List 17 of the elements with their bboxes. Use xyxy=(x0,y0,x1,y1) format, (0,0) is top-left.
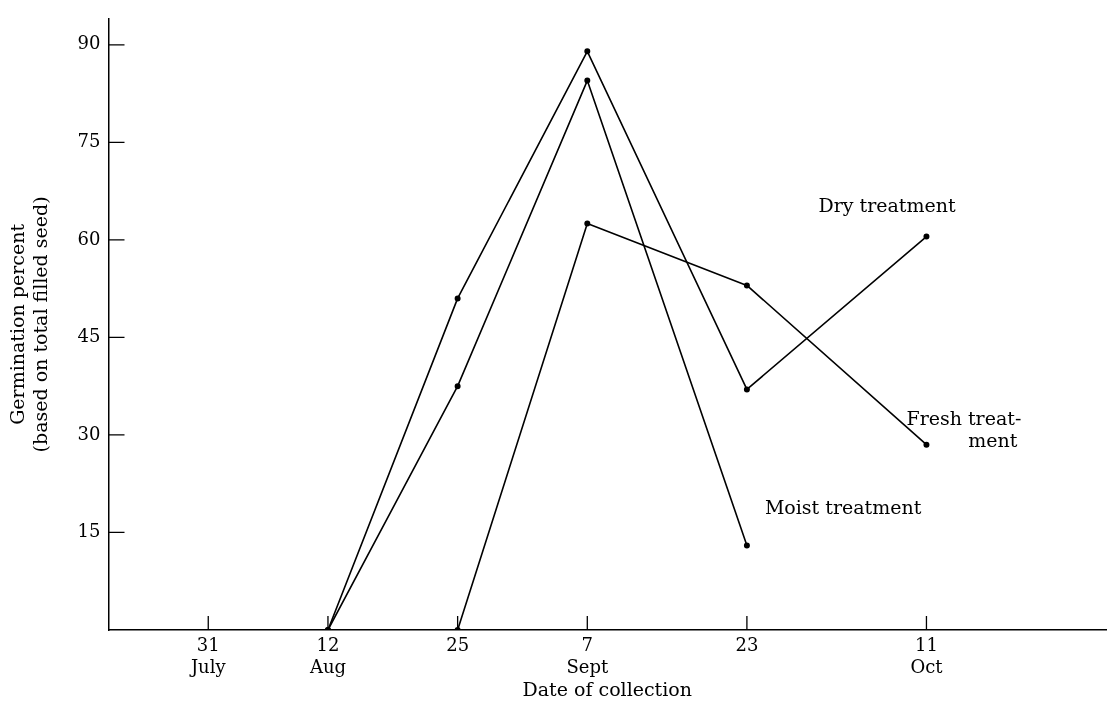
x-tick-label: 25 xyxy=(446,634,470,656)
x-tick-label: 31 July xyxy=(188,634,227,678)
x-tick-label: 23 xyxy=(735,634,759,656)
series-label: Moist treatment xyxy=(764,496,922,519)
y-tick-label: 15 xyxy=(77,520,101,542)
y-tick-label: 30 xyxy=(77,422,101,444)
x-axis-title: Date of collection xyxy=(522,677,692,700)
y-tick-label: 45 xyxy=(77,325,101,347)
y-axis-title: Germination percent (based on total filled seed) xyxy=(6,196,52,453)
series-label: Fresh treat- ment xyxy=(906,406,1022,451)
series-label: Dry treatment xyxy=(818,193,956,216)
x-tick-label: 12 Aug xyxy=(308,634,347,678)
y-tick-label: 90 xyxy=(77,32,101,54)
x-tick-label: 11 Oct xyxy=(910,634,944,678)
x-tick-label: 7 Sept xyxy=(566,634,609,678)
y-tick-label: 75 xyxy=(77,130,101,152)
y-tick-label: 60 xyxy=(77,227,101,249)
